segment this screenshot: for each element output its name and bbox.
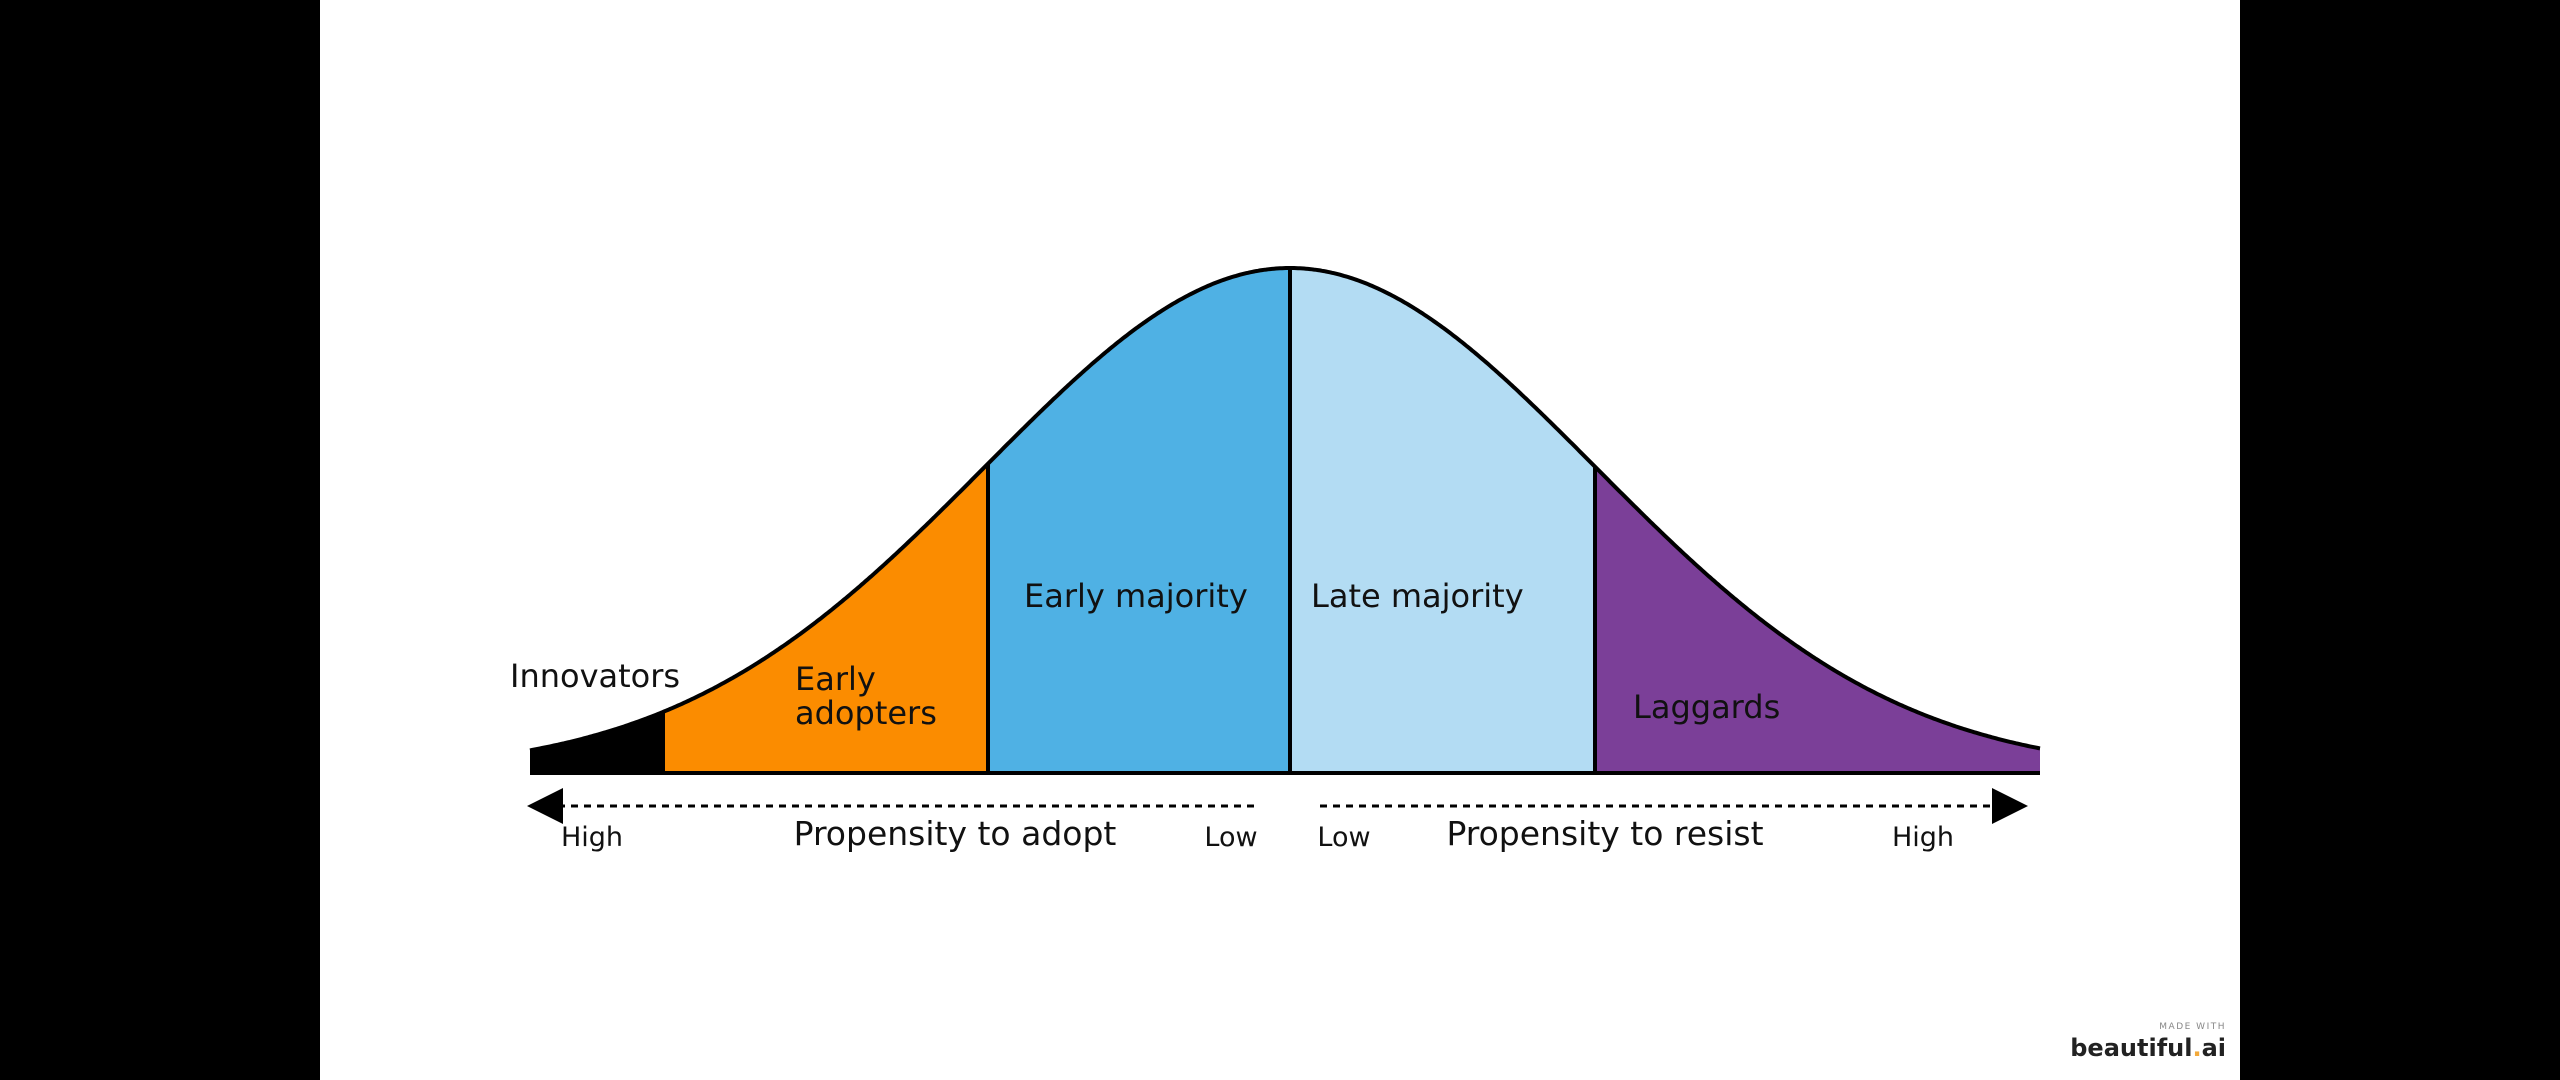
made-with-text: MADE WITH [2159, 1022, 2226, 1032]
label-early-majority: Early majority [1024, 577, 1248, 615]
resist-high-label: High [1892, 822, 1954, 853]
adopt-low-label: Low [1204, 822, 1257, 853]
segment-early-majority [988, 268, 1290, 773]
slide-canvas: Innovators Early adopters Early majority… [320, 0, 2240, 1080]
segment-laggards [1595, 466, 2040, 773]
beautiful-ai-watermark: MADE WITH beautiful.ai [2070, 1022, 2226, 1062]
adopt-title: Propensity to adopt [794, 814, 1117, 853]
label-laggards: Laggards [1633, 688, 1780, 726]
brand-logo: beautiful.ai [2070, 1034, 2226, 1062]
segment-late-majority [1290, 268, 1595, 773]
label-early-adopters: Early adopters [795, 660, 937, 732]
segment-early-adopters [663, 463, 988, 773]
label-innovators: Innovators [510, 657, 680, 695]
adoption-bell-curve: Innovators Early adopters Early majority… [510, 266, 2041, 853]
resist-title: Propensity to resist [1446, 814, 1763, 853]
curve-outline [529, 266, 2041, 753]
adopt-high-label: High [561, 822, 623, 853]
resist-low-label: Low [1317, 822, 1370, 853]
segment-innovators [530, 712, 663, 773]
label-late-majority: Late majority [1311, 577, 1524, 615]
